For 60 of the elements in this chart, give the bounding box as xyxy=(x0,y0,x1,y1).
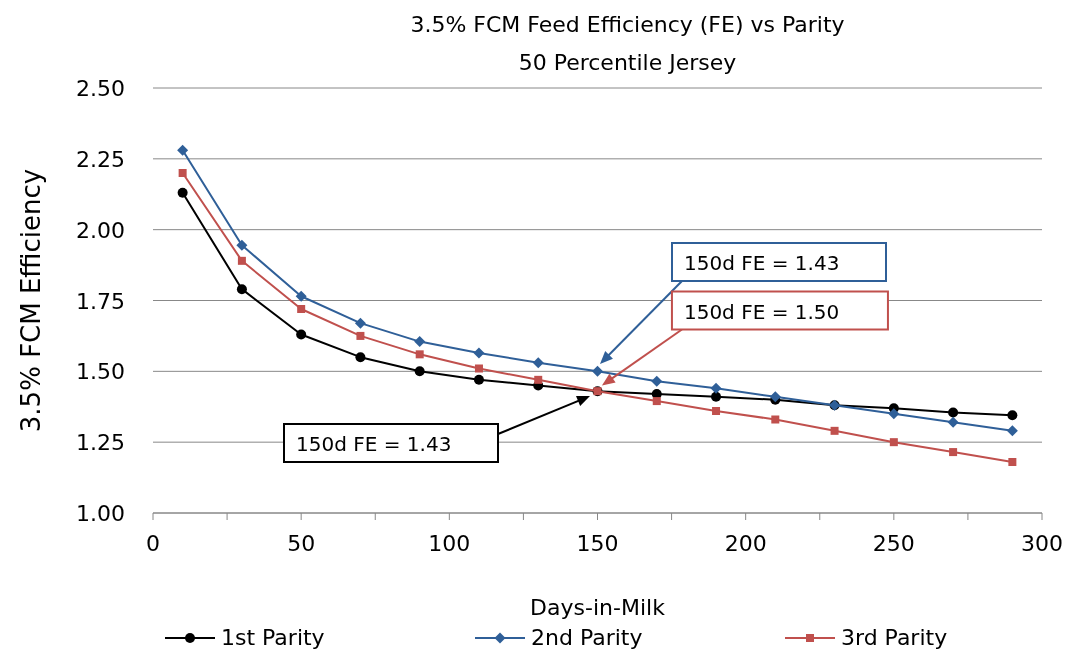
point xyxy=(414,366,425,377)
x-axis-title: Days-in-Milk xyxy=(530,595,666,620)
point xyxy=(889,438,898,447)
point xyxy=(947,416,959,428)
point xyxy=(296,329,307,340)
x-tick-label: 150 xyxy=(576,531,619,556)
point xyxy=(652,397,661,406)
point xyxy=(177,144,189,156)
point xyxy=(1006,425,1018,437)
x-tick-label: 0 xyxy=(146,531,160,556)
y-tick-label: 2.25 xyxy=(76,146,125,172)
point xyxy=(534,375,543,384)
y-tick-label: 2.00 xyxy=(76,217,125,243)
point xyxy=(771,415,780,424)
point xyxy=(948,407,959,418)
point xyxy=(532,357,544,369)
x-tick-label: 200 xyxy=(724,531,767,556)
point xyxy=(473,374,484,385)
y-tick-label: 1.25 xyxy=(76,430,125,456)
point xyxy=(1007,410,1018,421)
y-tick-label: 1.75 xyxy=(76,288,125,314)
point xyxy=(711,391,722,402)
point xyxy=(415,350,424,359)
x-tick-label: 250 xyxy=(872,531,915,556)
legend-label: 2nd Parity xyxy=(531,625,643,650)
point xyxy=(354,317,366,329)
x-tick-label: 100 xyxy=(428,531,471,556)
y-tick-label: 1.50 xyxy=(76,359,125,385)
point xyxy=(830,426,839,435)
annotation: 150d FE = 1.43 xyxy=(296,432,452,456)
y-tick-label: 1.00 xyxy=(76,501,125,526)
point xyxy=(237,256,246,265)
legend-label: 1st Parity xyxy=(221,625,325,650)
chart-subtitle: 50 Percentile Jersey xyxy=(518,50,737,75)
point xyxy=(236,239,248,251)
chart-title: 3.5% FCM Feed Efficiency (FE) vs Parity xyxy=(410,12,845,37)
point xyxy=(236,284,247,295)
annotation: 150d FE = 1.50 xyxy=(683,299,840,324)
point xyxy=(177,187,188,198)
legend-label: 3rd Parity xyxy=(841,625,948,650)
point xyxy=(888,408,900,420)
point xyxy=(356,331,365,340)
point xyxy=(414,336,426,348)
point xyxy=(1008,458,1017,466)
point xyxy=(710,382,722,394)
point xyxy=(178,169,187,177)
point xyxy=(712,407,721,415)
point xyxy=(949,448,958,457)
point xyxy=(295,290,307,302)
annotation: 150d FE = 1.43 xyxy=(684,251,840,275)
x-tick-label: 50 xyxy=(287,531,316,556)
point xyxy=(474,364,483,373)
y-tick-label: 2.50 xyxy=(76,76,125,101)
point xyxy=(297,305,306,313)
y-axis-title: 3.5% FCM Efficiency xyxy=(16,168,46,433)
point xyxy=(355,352,366,363)
point xyxy=(473,347,485,359)
point xyxy=(651,375,663,387)
point xyxy=(592,365,603,377)
x-tick-label: 300 xyxy=(1021,531,1063,556)
